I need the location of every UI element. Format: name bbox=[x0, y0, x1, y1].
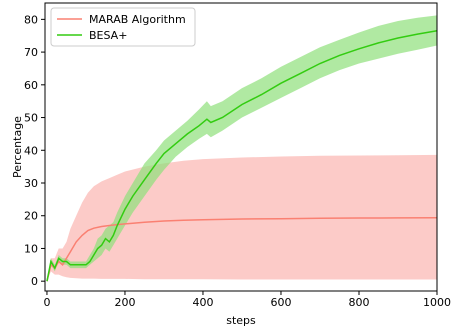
y-tick-label: 0 bbox=[31, 275, 38, 288]
y-tick-label: 70 bbox=[24, 46, 38, 59]
x-tick-label: 600 bbox=[270, 296, 291, 309]
y-tick-label: 20 bbox=[24, 210, 38, 223]
legend-box bbox=[50, 7, 196, 47]
x-axis-ticks: 0 200 400 600 800 1000 bbox=[43, 291, 451, 309]
y-tick-label: 50 bbox=[24, 112, 38, 125]
y-axis-ticks: 0 10 20 30 40 50 60 70 80 bbox=[24, 13, 45, 288]
y-tick-label: 60 bbox=[24, 79, 38, 92]
x-tick-label: 1000 bbox=[423, 296, 451, 309]
legend: MARAB Algorithm BESA+ bbox=[50, 7, 196, 47]
y-axis-label: Percentage bbox=[11, 116, 24, 178]
legend-entry-besa: BESA+ bbox=[89, 29, 127, 42]
plot-frame bbox=[44, 2, 438, 292]
legend-entry-marab: MARAB Algorithm bbox=[89, 13, 186, 26]
band-besa bbox=[47, 15, 437, 282]
x-tick-label: 800 bbox=[348, 296, 369, 309]
series-line-marab bbox=[46, 216, 438, 282]
x-tick-label: 200 bbox=[114, 296, 135, 309]
x-tick-label: 400 bbox=[192, 296, 213, 309]
series-line-besa bbox=[46, 30, 438, 282]
y-tick-label: 40 bbox=[24, 144, 38, 157]
confidence-bands bbox=[47, 15, 437, 282]
y-tick-label: 80 bbox=[24, 13, 38, 26]
y-tick-label: 30 bbox=[24, 177, 38, 190]
x-axis-label: steps bbox=[226, 314, 256, 326]
x-tick-label: 0 bbox=[43, 296, 50, 309]
y-tick-label: 10 bbox=[24, 242, 38, 255]
series-lines bbox=[46, 30, 438, 282]
